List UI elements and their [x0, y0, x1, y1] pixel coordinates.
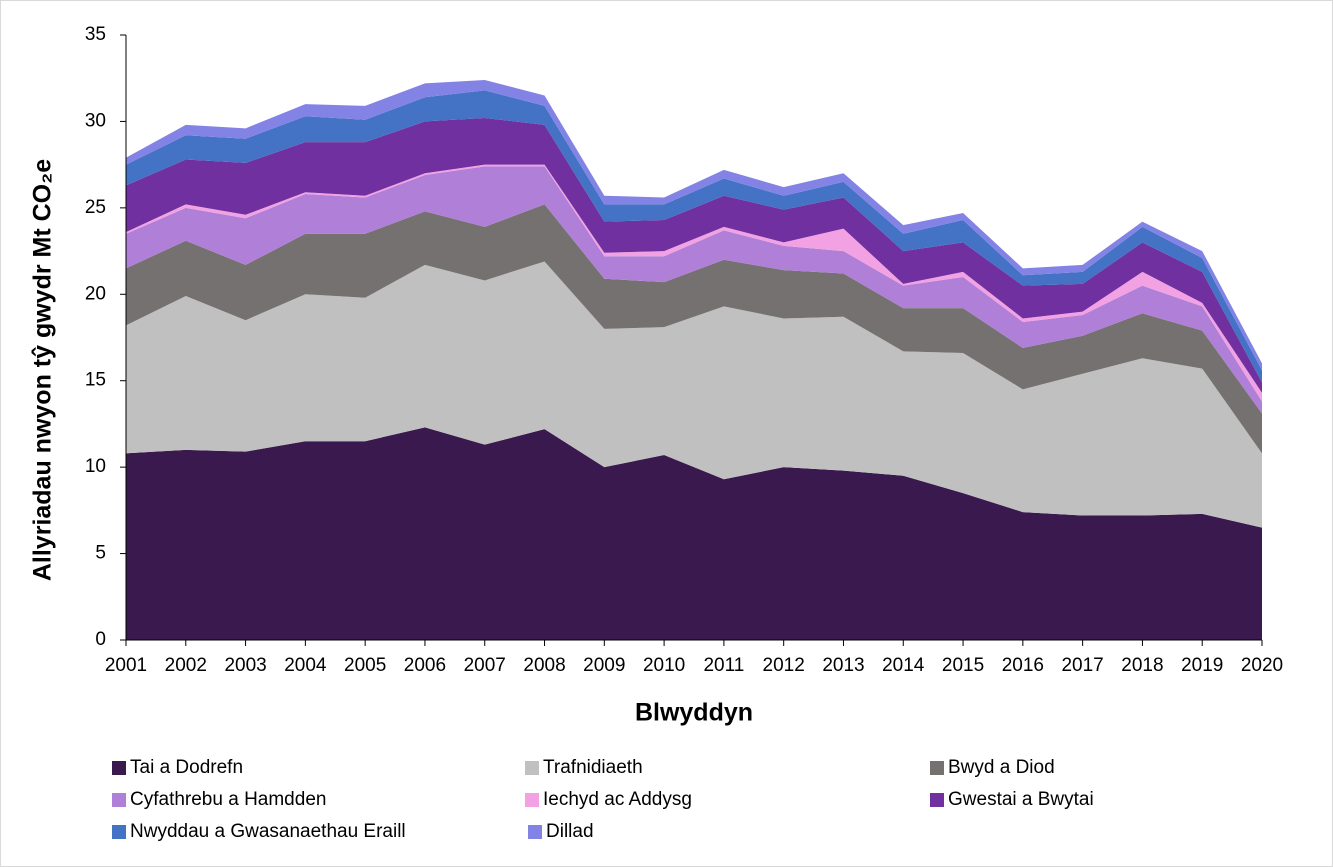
x-tick-label: 2007 — [464, 655, 506, 676]
y-tick-label: 25 — [85, 197, 106, 218]
legend-label: Tai a Dodrefn — [130, 757, 243, 778]
legend-label: Iechyd ac Addysg — [543, 789, 692, 810]
x-tick-label: 2018 — [1121, 655, 1163, 676]
y-tick-label: 5 — [95, 543, 106, 564]
legend-swatch — [525, 793, 539, 807]
legend-swatch — [525, 761, 539, 775]
x-tick-label: 2019 — [1181, 655, 1223, 676]
y-tick-label: 30 — [85, 110, 106, 131]
legend-label: Nwyddau a Gwasanaethau Eraill — [130, 821, 406, 842]
x-tick-label: 2005 — [344, 655, 386, 676]
legend-swatch — [112, 793, 126, 807]
x-tick-label: 2020 — [1241, 655, 1283, 676]
legend-swatch — [930, 793, 944, 807]
y-tick-label: 0 — [95, 629, 106, 650]
y-tick-label: 15 — [85, 370, 106, 391]
x-tick-label: 2008 — [523, 655, 565, 676]
legend-swatch — [528, 825, 542, 839]
legend-label: Bwyd a Diod — [948, 757, 1055, 778]
x-tick-label: 2016 — [1002, 655, 1044, 676]
y-tick-label: 35 — [85, 24, 106, 45]
x-tick-label: 2015 — [942, 655, 984, 676]
y-tick-label: 10 — [85, 456, 106, 477]
legend-label: Dillad — [546, 821, 594, 842]
area — [126, 261, 1262, 528]
y-tick-label: 20 — [85, 283, 106, 304]
x-tick-label: 2003 — [224, 655, 266, 676]
x-tick-label: 2011 — [703, 655, 744, 676]
x-tick-label: 2014 — [882, 655, 925, 676]
legend-label: Trafnidiaeth — [543, 757, 643, 778]
x-tick-label: 2012 — [763, 655, 805, 676]
x-axis-title: Blwyddyn — [635, 699, 753, 727]
x-tick-label: 2010 — [643, 655, 685, 676]
x-tick-label: 2002 — [165, 655, 207, 676]
area — [126, 204, 1262, 454]
x-tick-label: 2009 — [583, 655, 625, 676]
legend-swatch — [112, 825, 126, 839]
x-tick-label: 2004 — [284, 655, 327, 676]
legend-swatch — [112, 761, 126, 775]
x-tick-label: 2013 — [822, 655, 864, 676]
x-tick-label: 2006 — [404, 655, 446, 676]
legend-label: Cyfathrebu a Hamdden — [130, 789, 326, 810]
area — [126, 427, 1262, 640]
y-axis-title: Allyriadau nwyon tŷ gwydr Mt CO₂e — [29, 159, 57, 581]
x-tick-label: 2001 — [105, 655, 147, 676]
x-tick-label: 2017 — [1061, 655, 1103, 676]
legend-label: Gwestai a Bwytai — [948, 789, 1094, 810]
legend-swatch — [930, 761, 944, 775]
